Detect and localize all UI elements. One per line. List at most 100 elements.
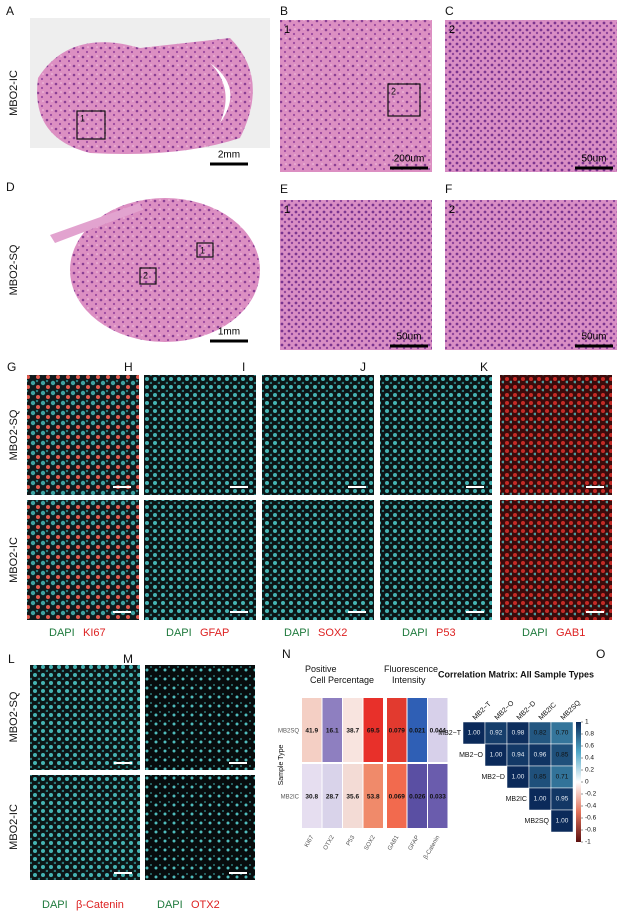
micrograph <box>145 775 255 880</box>
row-label: MB2IC <box>281 795 300 801</box>
panel-letter: E <box>280 182 288 196</box>
heatmap-cell <box>428 764 448 828</box>
row-label: MBO2-IC <box>8 537 20 583</box>
scale-label: 50um <box>396 332 421 343</box>
heatmap-cell <box>387 764 407 828</box>
micrograph <box>27 375 139 495</box>
marker-label: OTX2 <box>191 899 220 911</box>
row-label: MB2IC <box>506 796 527 803</box>
matrix-cell <box>550 809 574 833</box>
group-title: Positive Cell Percentage <box>305 664 374 685</box>
heatmap-cell <box>322 698 342 762</box>
row-label: MB2−D <box>481 774 505 781</box>
panel-letter: G <box>7 360 16 374</box>
heatmap-cell <box>322 764 342 828</box>
heatmap-cell <box>302 764 322 828</box>
scale-label: 1mm <box>218 327 240 338</box>
row-label: MB2−T <box>438 730 461 737</box>
panel-letter: C <box>445 4 454 18</box>
micrograph <box>500 375 612 495</box>
micrograph <box>262 375 374 495</box>
cell-label: 0.95 <box>556 796 569 803</box>
stain-label: DAPI <box>522 627 548 639</box>
panel-letter: I <box>242 360 245 374</box>
heatmap-cell <box>387 698 407 762</box>
cell-label: 30.8 <box>305 794 318 801</box>
cell-label: 0.70 <box>556 730 569 737</box>
panel-letter: N <box>282 647 291 661</box>
column-label: β-Catenin <box>423 835 441 861</box>
marker-label: KI67 <box>83 627 106 639</box>
stain-label: DAPI <box>284 627 310 639</box>
tissue <box>37 38 253 154</box>
inset-label: 1 <box>80 113 85 123</box>
scale-label: 50um <box>581 332 606 343</box>
inset-label: 2 <box>143 270 148 280</box>
cell-label: 28.7 <box>326 794 339 801</box>
column-label: MB2IC <box>538 702 558 722</box>
heatmap-cell <box>363 698 383 762</box>
micrograph <box>380 500 492 620</box>
marker-label: β-Catenin <box>76 899 124 911</box>
group-title: Fluorescence Intensity <box>384 664 438 685</box>
inset-label: 1 <box>200 245 205 255</box>
cell-label: 0.82 <box>534 730 547 737</box>
marker-label: P53 <box>436 627 456 639</box>
cell-label: 16.1 <box>326 728 339 735</box>
colorbar-tick-label: -0.2 <box>585 791 597 798</box>
inset-box <box>196 242 214 258</box>
panel-letter: D <box>6 180 15 194</box>
colorbar-tick-label: 0.4 <box>585 755 594 762</box>
panel-letter: F <box>445 182 452 196</box>
cell-label: 41.9 <box>305 728 318 735</box>
stain-label: DAPI <box>166 627 192 639</box>
corner-label: 1 <box>284 24 290 36</box>
micrograph <box>144 500 256 620</box>
row-label: MBO2-SQ <box>8 691 20 742</box>
colorbar-tick-label: -1 <box>585 839 591 846</box>
heatmap-cell <box>302 698 322 762</box>
row-label: MB2SQ <box>524 818 549 825</box>
colorbar-tick-label: 1 <box>585 719 589 726</box>
micrograph <box>445 200 617 350</box>
panel-letter: O <box>596 647 605 661</box>
cell-label: 0.026 <box>409 794 426 801</box>
cell-label: 69.5 <box>367 728 380 735</box>
tissue <box>70 198 260 342</box>
panel-letter: J <box>360 360 366 374</box>
panel-letter: H <box>124 360 133 374</box>
heatmap-cell <box>407 698 427 762</box>
panel-letter: A <box>6 4 14 18</box>
tissue-strip <box>50 203 142 243</box>
micrograph <box>280 200 432 350</box>
cell-label: 1.00 <box>512 774 525 781</box>
cell-label: 1.00 <box>490 752 503 759</box>
colorbar-tick-label: 0.8 <box>585 731 594 738</box>
colorbar-tick-label: -0.6 <box>585 815 597 822</box>
cell-label: 0.71 <box>556 774 569 781</box>
micrograph <box>145 665 255 770</box>
corner-label: 2 <box>449 204 455 216</box>
colorbar-tick-label: -0.4 <box>585 803 597 810</box>
cell-label: 0.021 <box>409 728 426 735</box>
row-label: MBO2-SQ <box>8 409 20 460</box>
colorbar <box>576 722 581 842</box>
row-label: MBO2-IC <box>8 70 20 116</box>
column-label: GAB1 <box>387 834 401 851</box>
heatmap-cell <box>407 764 427 828</box>
cell-label: 0.079 <box>389 728 406 735</box>
cell-label: 0.033 <box>430 794 447 801</box>
column-label: MB2−T <box>472 700 494 722</box>
inset-box <box>387 83 421 117</box>
inset-label: 2 <box>391 86 396 96</box>
micrograph <box>30 775 140 880</box>
cell-label: 1.00 <box>534 796 547 803</box>
scale-label: 2mm <box>218 150 240 161</box>
chart-title: Correlation Matrix: All Sample Types <box>438 669 594 679</box>
heatmap-cell <box>343 764 363 828</box>
scale-label: 50um <box>581 154 606 165</box>
row-label: MBO2-SQ <box>8 244 20 295</box>
cell-label: 0.85 <box>534 774 547 781</box>
micrograph <box>30 665 140 770</box>
